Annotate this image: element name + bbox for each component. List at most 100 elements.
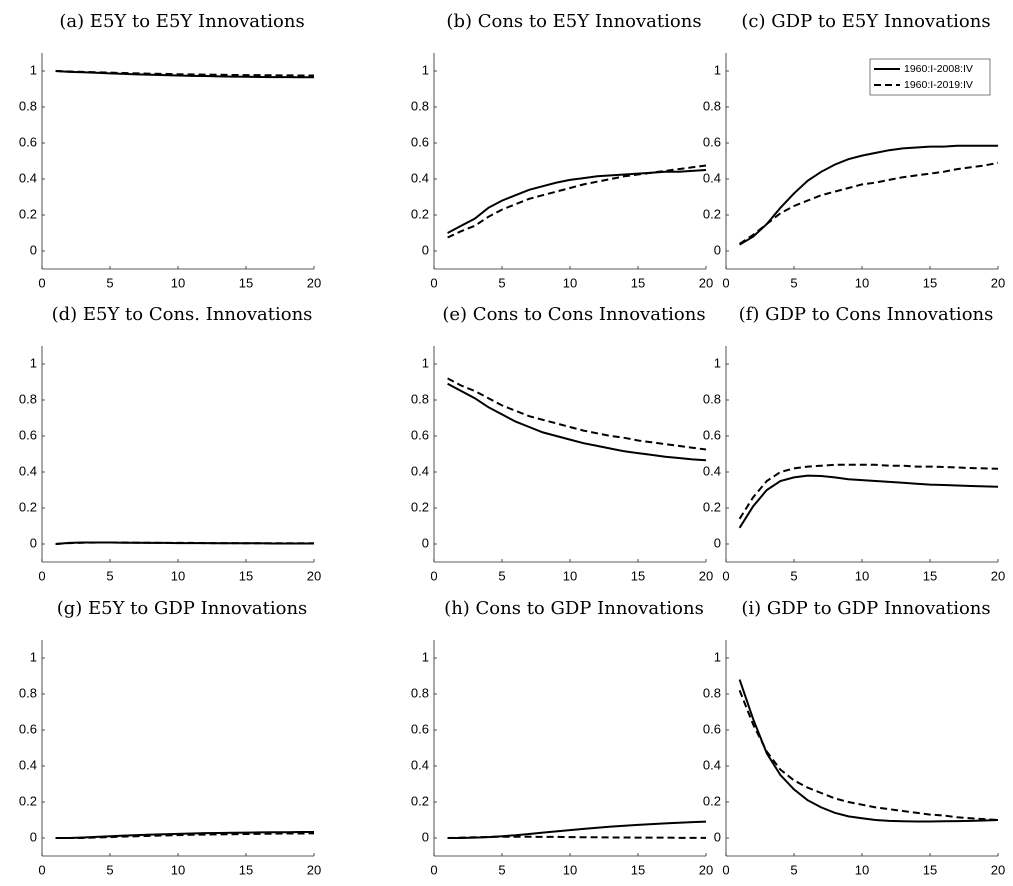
x-tick-label: 20 [699, 275, 713, 290]
y-tick-label: 1 [422, 355, 429, 370]
y-tick-label: 0.2 [19, 499, 37, 514]
y-tick-label: 0.2 [703, 206, 721, 221]
x-tick-label: 10 [855, 275, 869, 290]
y-tick-label: 0.2 [703, 793, 721, 808]
y-tick-label: 0.8 [411, 685, 429, 700]
y-tick-label: 0 [714, 535, 721, 550]
y-tick-label: 1 [714, 649, 721, 664]
y-tick-label: 1 [422, 649, 429, 664]
x-tick-label: 20 [991, 862, 1005, 877]
x-tick-label: 5 [498, 275, 505, 290]
series-line [55, 541, 314, 545]
y-tick-label: 0 [714, 829, 721, 844]
x-tick-label: 0 [38, 862, 45, 877]
y-tick-label: 0.4 [19, 463, 37, 478]
y-tick-label: 1 [30, 649, 37, 664]
panel-title: (b) Cons to E5Y Innovations [446, 11, 701, 32]
series-line [55, 831, 314, 839]
y-tick-label: 0.6 [703, 721, 721, 736]
x-tick-label: 5 [790, 275, 797, 290]
x-tick-label: 5 [790, 862, 797, 877]
y-tick-label: 0.2 [703, 499, 721, 514]
y-tick-label: 0.4 [703, 170, 721, 185]
x-tick-label: 10 [563, 275, 577, 290]
panel-title: (h) Cons to GDP Innovations [444, 598, 704, 619]
y-tick-label: 0.6 [411, 427, 429, 442]
y-tick-label: 0.4 [703, 463, 721, 478]
x-tick-label: 20 [699, 862, 713, 877]
x-tick-label: 10 [171, 275, 185, 290]
y-tick-label: 0.2 [19, 206, 37, 221]
series-line [738, 679, 999, 823]
y-tick-label: 0.6 [703, 134, 721, 149]
legend-label: 1960:I-2019:IV [904, 79, 973, 91]
x-tick-label: 15 [923, 862, 937, 877]
panel-title: (i) GDP to GDP Innovations [741, 598, 990, 619]
x-tick-label: 15 [631, 568, 645, 583]
y-tick-label: 0.8 [19, 685, 37, 700]
y-tick-label: 0.4 [19, 170, 37, 185]
x-tick-label: 10 [171, 568, 185, 583]
y-tick-label: 1 [714, 62, 721, 77]
x-tick-label: 0 [722, 568, 729, 583]
x-tick-label: 0 [722, 275, 729, 290]
x-tick-label: 10 [563, 862, 577, 877]
y-tick-label: 0 [422, 242, 429, 257]
legend-label: 1960:I-2008:IV [904, 63, 973, 75]
x-tick-label: 0 [38, 568, 45, 583]
x-tick-label: 5 [106, 568, 113, 583]
y-tick-label: 0 [422, 535, 429, 550]
panel-title: (d) E5Y to Cons. Innovations [52, 304, 313, 325]
series-line [738, 463, 999, 520]
y-tick-label: 0.8 [703, 391, 721, 406]
x-tick-label: 5 [106, 275, 113, 290]
y-tick-label: 0.2 [411, 793, 429, 808]
y-tick-label: 0.4 [411, 757, 429, 772]
x-tick-label: 20 [991, 275, 1005, 290]
y-tick-label: 1 [30, 62, 37, 77]
x-tick-label: 15 [631, 862, 645, 877]
x-tick-label: 5 [498, 862, 505, 877]
y-tick-label: 0.8 [19, 391, 37, 406]
y-tick-label: 0 [714, 242, 721, 257]
series-line [739, 144, 998, 246]
x-tick-label: 0 [38, 275, 45, 290]
y-tick-label: 0.6 [19, 427, 37, 442]
x-tick-label: 20 [991, 568, 1005, 583]
y-tick-label: 0.2 [19, 793, 37, 808]
y-tick-label: 0.4 [703, 757, 721, 772]
y-tick-label: 0 [30, 242, 37, 257]
x-tick-label: 10 [855, 862, 869, 877]
y-tick-label: 0 [422, 829, 429, 844]
x-tick-label: 15 [923, 568, 937, 583]
y-tick-label: 0.8 [411, 391, 429, 406]
series-line [55, 70, 314, 77]
series-line [739, 161, 999, 245]
y-tick-label: 0.8 [703, 98, 721, 113]
y-tick-label: 0.4 [411, 170, 429, 185]
y-tick-label: 0.8 [19, 98, 37, 113]
x-tick-label: 10 [855, 568, 869, 583]
y-tick-label: 0 [30, 829, 37, 844]
panel-title: (f) GDP to Cons Innovations [739, 304, 994, 325]
x-tick-label: 20 [307, 862, 321, 877]
y-tick-label: 0.2 [411, 499, 429, 514]
x-tick-label: 15 [631, 275, 645, 290]
y-tick-label: 0.6 [19, 134, 37, 149]
series-line [447, 820, 707, 839]
y-tick-label: 0.4 [19, 757, 37, 772]
series-line [447, 377, 707, 451]
x-tick-label: 5 [106, 862, 113, 877]
panel-title: (g) E5Y to GDP Innovations [57, 598, 308, 619]
x-tick-label: 20 [699, 568, 713, 583]
y-tick-label: 0.6 [411, 134, 429, 149]
y-tick-label: 0.8 [411, 98, 429, 113]
series-line [55, 832, 315, 839]
series-line [55, 70, 314, 79]
x-tick-label: 15 [239, 568, 253, 583]
y-tick-label: 0 [30, 535, 37, 550]
x-tick-label: 0 [430, 568, 437, 583]
y-tick-label: 0.6 [411, 721, 429, 736]
y-tick-label: 1 [714, 355, 721, 370]
